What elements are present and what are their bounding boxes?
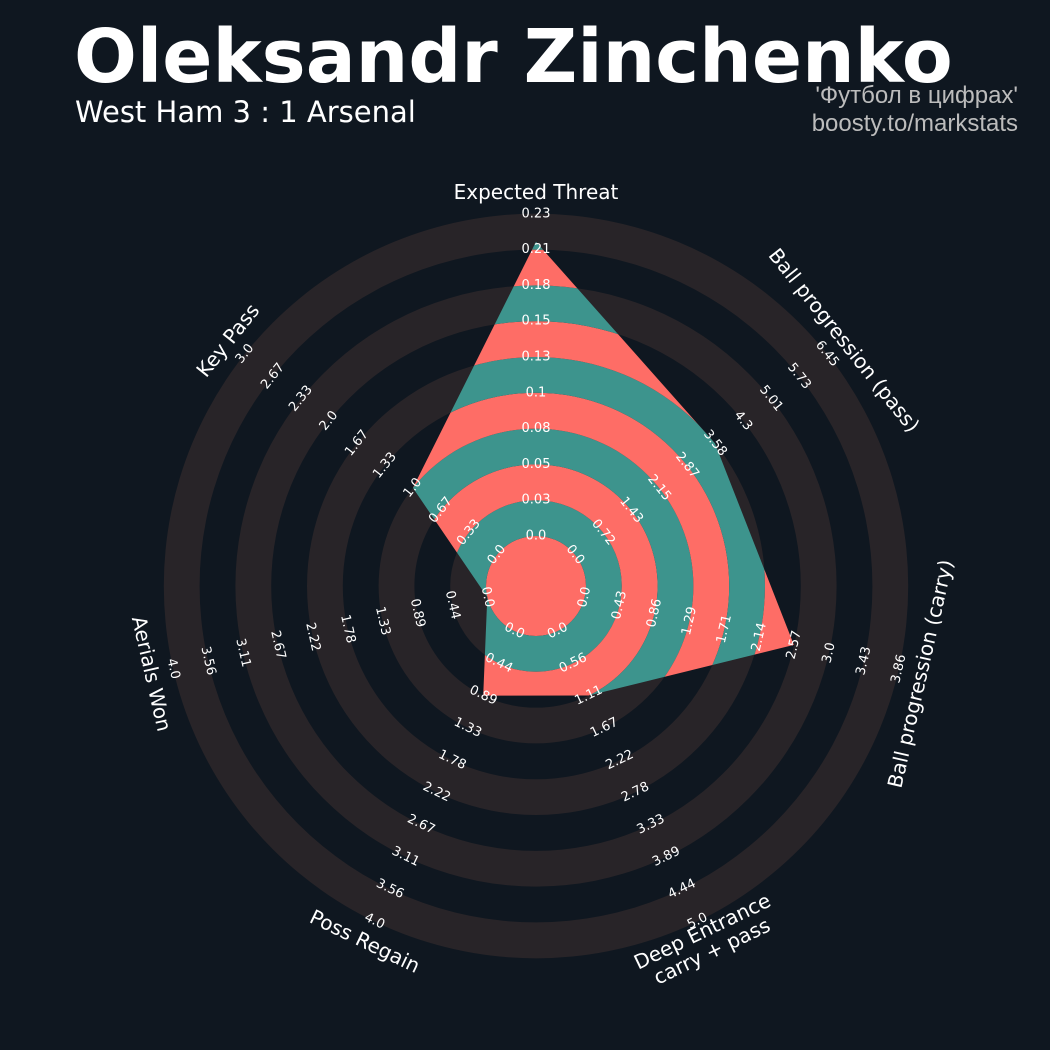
tick-label: 1.33 [372,605,393,637]
player-value-polygon [412,241,794,696]
tick-label: 1.71 [714,613,735,645]
tick-label: 3.43 [853,645,874,677]
tick-label: 1.78 [337,613,358,645]
tick-label: 0.0 [478,585,497,609]
tick-label: 1.29 [679,605,700,637]
param-label: Expected Threat [454,180,619,204]
tick-label: 0.21 [522,242,551,257]
tick-label: 3.11 [232,637,253,669]
tick-label: 3.86 [888,653,909,685]
tick-label: 2.14 [749,621,770,653]
tick-label: 0.03 [522,493,551,508]
polygon-core [486,536,586,636]
tick-label: 0.05 [522,457,551,472]
match-subtitle: West Ham 3 : 1 Arsenal [75,95,416,129]
tick-label: 0.43 [609,589,630,621]
tick-label: 0.0 [526,529,547,544]
credit-source: 'Футбол в цифрах' [815,82,1018,109]
tick-label: 0.86 [644,597,665,629]
tick-label: 0.23 [522,206,551,221]
radar-tick-labels: 0.0 0.03 0.05 0.08 0.1 0.13 0.15 0.18 0.21 0.23 0.… [163,206,909,932]
credit-block: 'Футбол в цифрах' boosty.to/markstats [812,82,1018,138]
tick-label: 2.22 [302,621,323,653]
tick-label: 0.89 [407,597,428,629]
tick-label: 3.0 [819,641,838,665]
polygon-band [450,500,622,672]
tick-label: 4.0 [163,657,182,681]
tick-label: 0.44 [442,589,463,621]
tick-label: 0.15 [522,314,551,329]
tick-label: 2.67 [267,629,288,661]
tick-label: 0.08 [522,421,551,436]
tick-label: 0.1 [526,385,547,400]
tick-label: 3.56 [197,645,218,677]
tick-label: 2.57 [784,629,805,661]
tick-label: 0.13 [522,350,551,365]
param-label-line: Expected Threat [454,180,619,204]
tick-label: 0.18 [522,278,551,293]
tick-label: 0.0 [575,585,594,609]
player-name-title: Oleksandr Zinchenko [74,14,953,100]
credit-url: boosty.to/markstats [811,110,1018,137]
